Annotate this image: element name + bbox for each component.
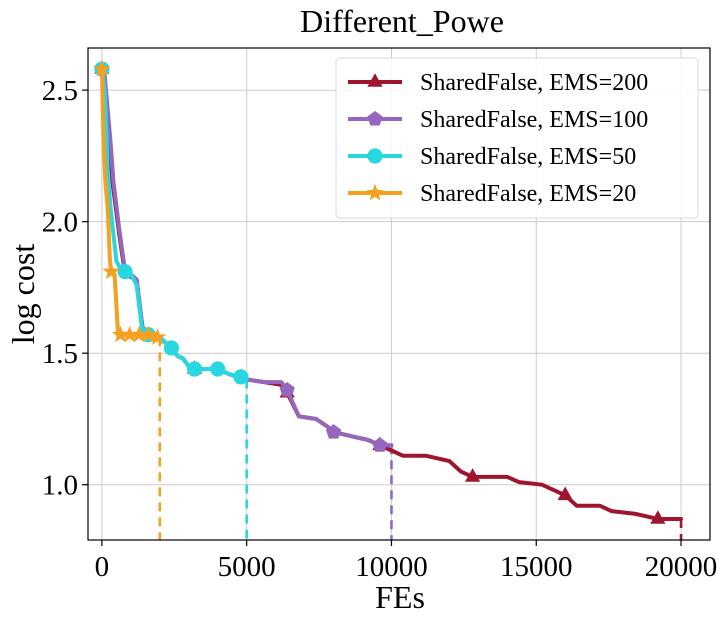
series-3 — [93, 59, 167, 345]
series-2-marker — [233, 369, 249, 385]
x-axis-label: FEs — [375, 579, 425, 615]
legend-entry: SharedFalse, EMS=50 — [348, 144, 636, 170]
legend-label: SharedFalse, EMS=50 — [420, 144, 636, 170]
legend-swatch-marker — [367, 73, 383, 87]
series-3-marker — [148, 328, 167, 345]
series-3-marker — [111, 325, 130, 343]
series-lines — [93, 59, 683, 524]
y-tick-label: 1.0 — [42, 470, 78, 502]
legend: SharedFalse, EMS=200 SharedFalse, EMS=100… — [335, 57, 699, 219]
legend-entry: SharedFalse, EMS=200 — [348, 70, 648, 96]
series-2-marker — [186, 361, 203, 377]
legend-label: SharedFalse, EMS=20 — [420, 181, 636, 207]
x-tick-label: 20000 — [645, 551, 718, 583]
legend-swatch-marker — [367, 111, 383, 126]
legend-entry: SharedFalse, EMS=100 — [348, 107, 648, 133]
y-tick-label: 2.0 — [42, 207, 78, 239]
series-3-marker — [130, 325, 148, 343]
legend-entry: SharedFalse, EMS=20 — [348, 181, 636, 207]
legend-label: SharedFalse, EMS=100 — [420, 107, 648, 133]
series-2-marker — [163, 340, 179, 356]
x-tick-label: 10000 — [355, 551, 428, 583]
tick-labels: 0 5000 10000 15000 20000 1.0 1.5 2.0 2.5 — [42, 75, 718, 583]
chart-title: Different_Powe — [300, 3, 504, 39]
end-markers — [158, 337, 683, 540]
y-tick-label: 1.5 — [42, 338, 78, 370]
series-3-marker — [93, 59, 111, 77]
series-1-marker — [279, 382, 295, 397]
series-1-marker — [372, 437, 388, 452]
series-0-marker — [557, 486, 573, 501]
series-2-marker — [210, 361, 226, 377]
series-0-marker — [465, 468, 481, 482]
y-axis-label: log cost — [5, 244, 41, 345]
series-3-marker — [120, 325, 139, 343]
plot-frame — [87, 47, 711, 541]
series-1-marker — [325, 424, 342, 439]
legend-swatch-marker — [367, 148, 383, 164]
legend-swatch-marker — [366, 183, 384, 201]
series-2-marker — [117, 264, 133, 280]
x-tick-label: 5000 — [218, 551, 276, 583]
y-tick-label: 2.5 — [42, 75, 78, 107]
x-tick-label: 15000 — [500, 551, 573, 583]
legend-label: SharedFalse, EMS=200 — [420, 70, 648, 96]
x-tick-label: 0 — [95, 551, 110, 583]
series-3-marker — [139, 325, 157, 343]
series-0-marker — [650, 510, 666, 524]
series-3-marker — [102, 262, 120, 280]
legend-box — [335, 57, 699, 219]
